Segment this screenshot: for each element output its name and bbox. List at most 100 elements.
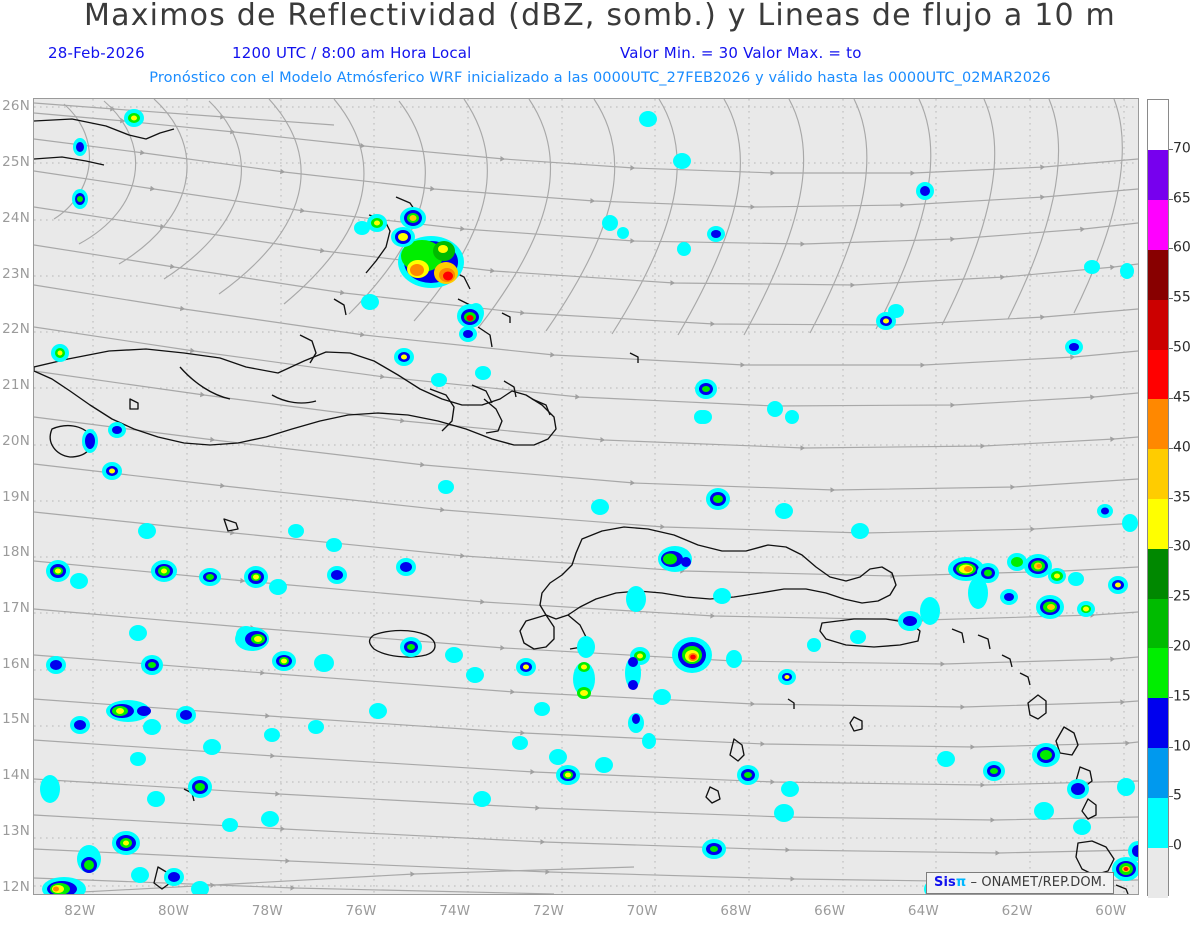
reflectivity-cell — [512, 736, 528, 750]
lat-tick-19n: 19N — [2, 488, 30, 505]
page-title: Maximos de Reflectividad (dBZ, somb.) y … — [84, 0, 1116, 33]
reflectivity-cell — [326, 538, 342, 552]
reflectivity-cell — [396, 558, 416, 576]
reflectivity-cell — [591, 499, 609, 515]
reflectivity-cell — [466, 667, 484, 683]
lon-tick-68w: 68W — [720, 903, 752, 919]
colorbar-band-55 — [1148, 249, 1168, 300]
reflectivity-cell — [573, 662, 595, 699]
colorbar-band-60 — [1148, 199, 1168, 250]
reflectivity-cell — [151, 560, 177, 582]
reflectivity-cell — [1068, 572, 1084, 586]
attribution-pi: π — [955, 875, 967, 890]
colorbar-tickmark-55 — [1169, 298, 1173, 300]
reflectivity-cell — [1120, 263, 1134, 279]
reflectivity-cell — [767, 401, 783, 417]
lat-tick-22n: 22N — [2, 321, 30, 338]
reflectivity-cell — [314, 654, 334, 672]
lat-tick-13n: 13N — [2, 822, 30, 839]
colorbar-tickmark-10 — [1169, 746, 1173, 748]
reflectivity-cell — [888, 304, 904, 318]
reflectivity-cell — [516, 658, 536, 676]
map-plot-area — [33, 98, 1139, 895]
reflectivity-cell — [72, 189, 88, 209]
reflectivity-cell — [673, 153, 691, 169]
reflectivity-cell — [70, 716, 90, 734]
reflectivity-cell — [876, 312, 896, 330]
reflectivity-cell — [354, 221, 370, 235]
reflectivity-cell — [778, 669, 796, 685]
reflectivity-cell — [141, 655, 163, 675]
reflectivity-cell — [1007, 553, 1027, 571]
reflectivity-cell — [1073, 819, 1091, 835]
reflectivity-cell — [42, 877, 86, 894]
reflectivity-cell — [1034, 802, 1054, 820]
reflectivity-cell — [549, 749, 567, 765]
reflectivity-cell — [147, 791, 165, 807]
reflectivity-cell — [706, 488, 730, 510]
reflectivity-cell — [850, 630, 866, 644]
reflectivity-cell — [737, 765, 759, 785]
reflectivity-cell — [1117, 778, 1135, 796]
map-graphics — [34, 99, 1138, 894]
reflectivity-cell — [40, 775, 60, 803]
lat-tick-12n: 12N — [2, 878, 30, 895]
colorbar: 0 5 10 15 20 25 30 35 40 45 50 55 60 65 70 — [1147, 99, 1200, 898]
reflectivity-cell — [77, 845, 101, 873]
reflectivity-cell — [261, 811, 279, 827]
lon-tick-80w: 80W — [158, 903, 190, 919]
colorbar-tickmark-40 — [1169, 447, 1173, 449]
colorbar-tick-70: 70 — [1173, 140, 1191, 157]
reflectivity-cell — [1032, 743, 1060, 767]
colorbar-tickmark-65 — [1169, 198, 1173, 200]
colorbar-tickmark-15 — [1169, 696, 1173, 698]
reflectivity-cell — [556, 765, 580, 785]
reflectivity-cell — [431, 373, 447, 387]
lon-tick-82w: 82W — [64, 903, 96, 919]
lat-tick-21n: 21N — [2, 377, 30, 394]
colorbar-band-45 — [1148, 349, 1168, 400]
lon-tick-70w: 70W — [626, 903, 658, 919]
reflectivity-cell — [46, 560, 70, 582]
colorbar-band-15 — [1148, 647, 1168, 699]
colorbar-tick-35: 35 — [1173, 489, 1191, 506]
reflectivity-cell — [785, 410, 799, 424]
reflectivity-cell — [203, 739, 221, 755]
reflectivity-cell — [124, 109, 144, 127]
reflectivity-cell — [1077, 601, 1095, 617]
reflectivity-cell — [164, 868, 184, 886]
lat-tick-25n: 25N — [2, 154, 30, 171]
reflectivity-cell — [222, 818, 238, 832]
reflectivity-cell — [937, 751, 955, 767]
reflectivity-cell — [658, 546, 692, 572]
reflectivity-cell — [595, 757, 613, 773]
reflectivity-cell — [774, 804, 794, 822]
lat-tick-18n: 18N — [2, 544, 30, 561]
colorbar-band-30 — [1148, 498, 1168, 549]
forecast-date: 28-Feb-2026 — [48, 44, 145, 62]
reflectivity-cell — [1128, 841, 1138, 861]
attribution-badge: Sisπ – ONAMET/REP.DOM. — [926, 872, 1115, 894]
lon-tick-62w: 62W — [1001, 903, 1033, 919]
colorbar-tick-60: 60 — [1173, 240, 1191, 257]
lat-tick-20n: 20N — [2, 432, 30, 449]
reflectivity-cell — [775, 503, 793, 519]
reflectivity-cell — [1000, 589, 1018, 605]
lon-tick-64w: 64W — [907, 903, 939, 919]
reflectivity-cell — [695, 379, 717, 399]
colorbar-band-20 — [1148, 598, 1168, 649]
reflectivity-cell — [707, 226, 725, 242]
reflectivity-cell — [626, 586, 646, 612]
colorbar-tickmark-60 — [1169, 248, 1173, 250]
reflectivity-cell — [129, 625, 147, 641]
reflectivity-cell — [138, 523, 156, 539]
colorbar-tickmark-35 — [1169, 497, 1173, 499]
colorbar-tick-40: 40 — [1173, 439, 1191, 456]
reflectivity-cell — [82, 429, 98, 453]
colorbar-tick-20: 20 — [1173, 638, 1191, 655]
reflectivity-cell — [398, 236, 464, 288]
lat-tick-26n: 26N — [2, 98, 30, 115]
reflectivity-cell — [73, 138, 87, 156]
reflectivity-cell — [1036, 595, 1064, 619]
reflectivity-cell — [628, 713, 644, 733]
